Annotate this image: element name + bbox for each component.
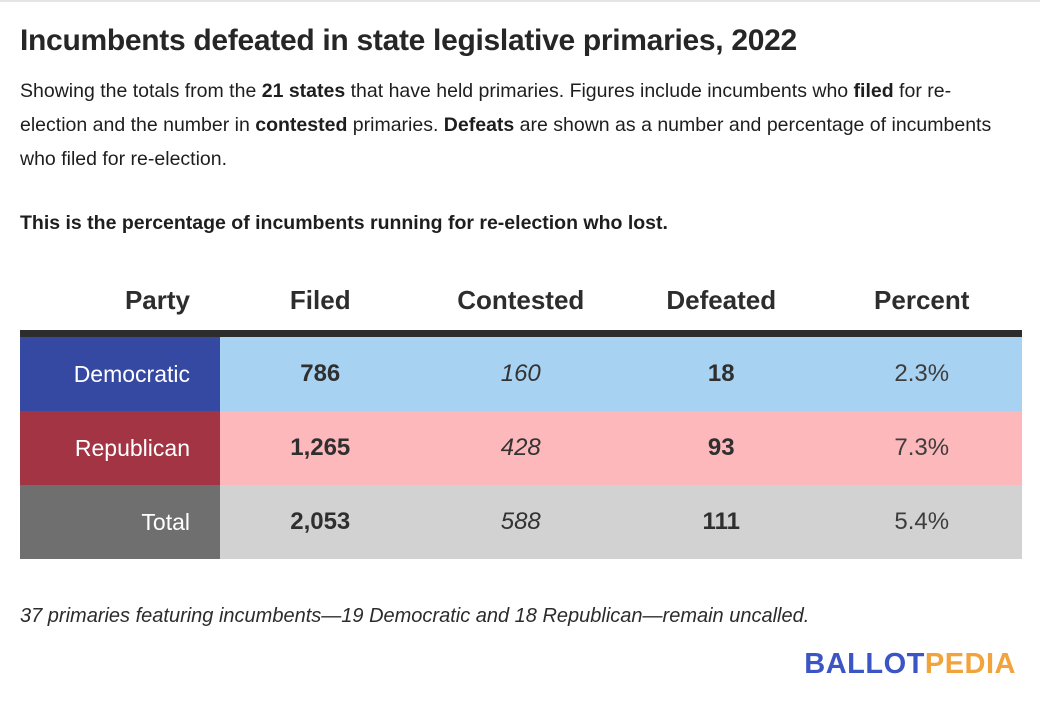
table-row-democratic: Democratic 786 160 18 2.3% <box>20 337 1022 411</box>
top-divider <box>0 0 1040 2</box>
party-label-democratic: Democratic <box>20 337 220 411</box>
page-title: Incumbents defeated in state legislative… <box>20 24 797 57</box>
cell-democratic-percent: 2.3% <box>894 360 950 387</box>
table-row-republican: Republican 1,265 428 93 7.3% <box>20 411 1022 485</box>
table-row-total: Total 2,053 588 111 5.4% <box>20 485 1022 559</box>
cell-total-percent: 5.4% <box>894 508 950 535</box>
intro-segment: Showing the totals from the <box>20 80 262 102</box>
party-label-total: Total <box>20 485 220 559</box>
column-header-contested: Contested <box>457 284 585 315</box>
cell-democratic-defeated: 18 <box>707 360 735 387</box>
footnote: 37 primaries featuring incumbents—19 Dem… <box>20 605 810 627</box>
cell-republican-contested: 428 <box>500 434 541 461</box>
logo-row: BALLOTPEDIA <box>20 648 1022 681</box>
intro-paragraph: Showing the totals from the 21 states th… <box>20 74 1005 176</box>
intro-segment-bold: filed <box>853 80 894 102</box>
column-header-filed: Filed <box>289 284 351 315</box>
cell-democratic-filed: 786 <box>300 360 341 387</box>
ballotpedia-logo: BALLOTPEDIA <box>804 648 1016 680</box>
cell-total-filed: 2,053 <box>290 508 351 535</box>
cell-total-defeated: 111 <box>702 508 740 535</box>
cell-republican-defeated: 93 <box>707 434 735 461</box>
party-label-republican: Republican <box>20 411 220 485</box>
header-divider <box>20 330 1022 337</box>
intro-segment: for re-election and the number in <box>20 80 952 136</box>
column-header-party: Party <box>124 284 190 315</box>
infographic: Incumbents defeated in state legislative… <box>0 24 1040 681</box>
results-table: Party Filed Contested Defeated Percent D… <box>20 270 1022 559</box>
intro-segment-bold: Defeats <box>443 114 515 136</box>
cell-democratic-contested: 160 <box>500 360 541 387</box>
logo-pedia-text: PEDIA <box>924 648 1016 680</box>
emphasis-line: This is the percentage of incumbents run… <box>20 212 668 234</box>
column-header-defeated: Defeated <box>666 284 777 315</box>
table-header-row: Party Filed Contested Defeated Percent <box>20 270 1022 330</box>
intro-segment: that have held primaries. Figures includ… <box>345 80 854 102</box>
cell-republican-percent: 7.3% <box>894 434 950 461</box>
cell-republican-filed: 1,265 <box>290 434 351 461</box>
intro-segment-bold: 21 states <box>261 80 346 102</box>
column-header-percent: Percent <box>874 284 970 315</box>
cell-total-contested: 588 <box>500 508 541 535</box>
intro-segment: primaries. <box>347 114 444 136</box>
logo-ballot-text: BALLOT <box>804 648 925 680</box>
intro-segment-bold: contested <box>255 114 348 136</box>
intro-segment: are shown as a number and percentage of … <box>20 114 992 170</box>
